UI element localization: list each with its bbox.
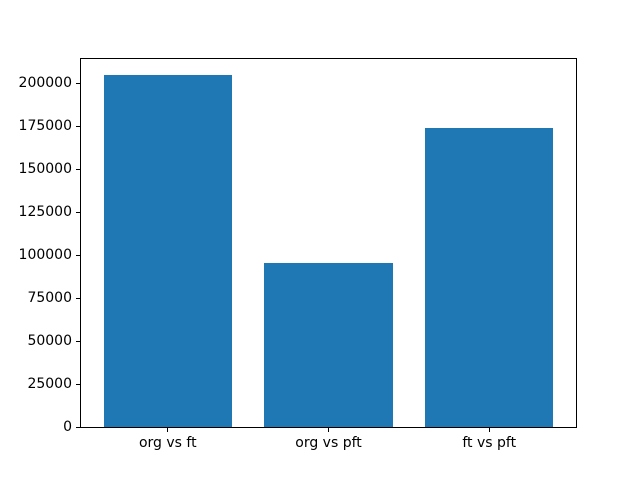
x-tick-mark xyxy=(488,428,490,432)
x-tick-label: org vs pft xyxy=(295,435,362,451)
y-tick-mark xyxy=(76,297,80,299)
y-tick-label: 100000 xyxy=(18,247,72,263)
y-tick-mark xyxy=(76,168,80,170)
x-tick-mark xyxy=(167,428,169,432)
bar-org-vs-ft xyxy=(103,74,233,427)
y-tick-label: 50000 xyxy=(27,333,72,349)
bar-ft-vs-pft xyxy=(424,128,554,427)
y-tick-label: 25000 xyxy=(27,376,72,392)
axes xyxy=(80,58,577,428)
x-tick-mark xyxy=(328,428,329,432)
bar-org-vs-pft xyxy=(264,262,393,427)
y-tick-mark xyxy=(76,426,80,428)
y-tick-mark xyxy=(76,82,80,84)
y-tick-label: 0 xyxy=(63,419,72,435)
y-tick-mark xyxy=(76,340,80,342)
y-tick-label: 200000 xyxy=(18,75,72,91)
x-tick-label: ft vs pft xyxy=(462,435,517,451)
x-tick-label: org vs ft xyxy=(138,435,197,451)
y-tick-label: 150000 xyxy=(18,161,72,177)
y-tick-mark xyxy=(76,125,80,127)
y-tick-mark xyxy=(76,211,80,213)
y-tick-mark xyxy=(76,254,80,256)
y-tick-label: 175000 xyxy=(18,118,72,134)
y-tick-label: 125000 xyxy=(18,204,72,220)
y-tick-label: 75000 xyxy=(27,290,72,306)
y-tick-mark xyxy=(76,383,80,385)
